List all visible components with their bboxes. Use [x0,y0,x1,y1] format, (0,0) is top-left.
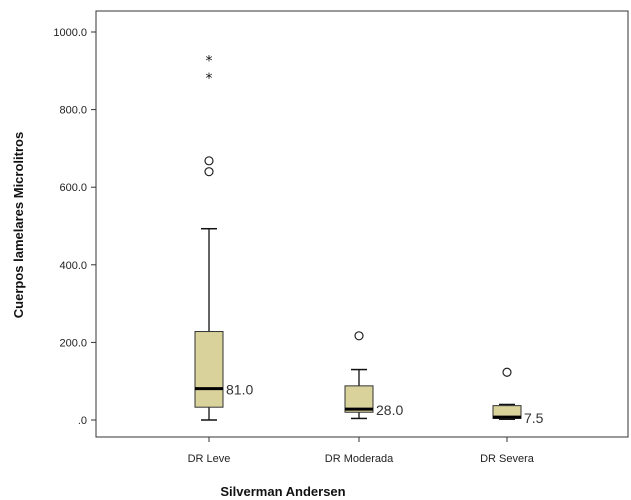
x-tick-label: DR Moderada [325,453,394,465]
x-axis: DR Leve DR Moderada DR Severa [188,437,535,465]
boxes-group: 81.0 * * 28.0 7.5 [194,53,544,426]
x-tick-label: DR Leve [188,453,231,465]
box-2: 28.0 [344,331,403,420]
y-axis: .0 200.0 400.0 600.0 800.0 1000.0 [53,27,96,427]
y-axis-title: Cuerpos lamelares Microlitros [11,132,26,318]
x-axis-title: Silverman Andersen [220,484,345,499]
outlier-circle [354,331,364,341]
y-tick-label: .0 [78,415,87,427]
y-tick-label: 1000.0 [53,27,87,39]
outlier-star: * [206,71,213,87]
y-tick-label: 400.0 [59,260,87,272]
box-3: 7.5 [492,367,544,426]
box-iqr [194,331,224,408]
plot-frame [95,10,629,438]
y-tick-label: 200.0 [59,337,87,349]
box-1: 81.0 * * [194,53,253,421]
y-tick-label: 600.0 [59,182,87,194]
outlier-circle [502,367,512,377]
x-tick-label: DR Severa [480,453,535,465]
median-label: 28.0 [376,402,403,418]
median-label: 7.5 [524,410,544,426]
outlier-circle [204,167,214,177]
outlier-circle [204,156,214,166]
outlier-star: * [206,53,213,69]
median-label: 81.0 [226,382,253,398]
y-tick-label: 800.0 [59,105,87,117]
